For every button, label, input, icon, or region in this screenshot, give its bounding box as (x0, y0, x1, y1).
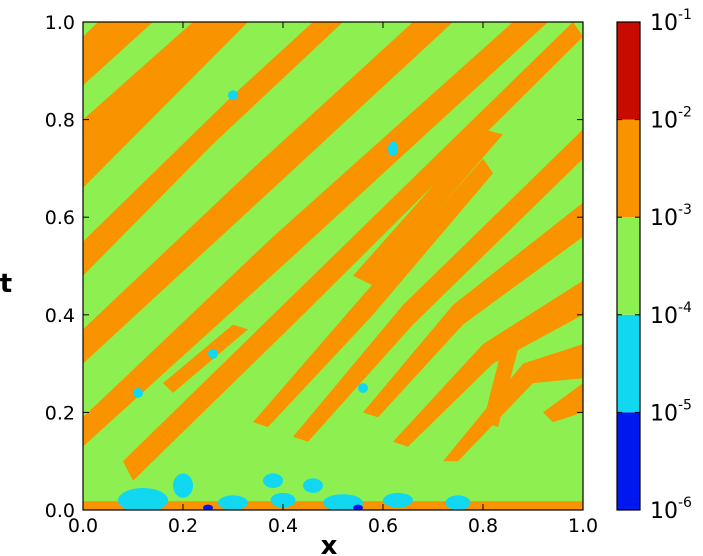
contour-low-region (263, 473, 283, 489)
contour-lowest-region (203, 504, 213, 510)
contour-low-region (358, 383, 368, 393)
contour-low-region (173, 473, 193, 498)
contour-streak (353, 129, 503, 286)
contour-streak (543, 383, 583, 423)
colorbar-band (617, 314, 640, 413)
contour-lowest-region (353, 504, 363, 510)
contour-streak (293, 129, 583, 442)
colorbar-band (617, 22, 640, 120)
contour-streak (363, 202, 583, 418)
contour-low-region (323, 494, 363, 510)
x-axis: 0.0 0.2 0.4 0.6 0.8 1.0 (68, 22, 598, 537)
contour-low-region (383, 492, 413, 508)
contour-low-region (118, 488, 168, 510)
x-tick-label: 0.0 (68, 515, 98, 537)
x-tick-label: 0.2 (168, 515, 198, 537)
y-axis-label: t (0, 269, 12, 299)
contour-streak (443, 344, 583, 462)
x-tick-label: 0.6 (368, 515, 398, 537)
colorbar-band (617, 119, 640, 218)
contour-low-region (388, 141, 398, 157)
x-tick-label: 0.4 (268, 515, 298, 537)
contour-low-region (270, 492, 296, 508)
colorbar-tick-label: 10-4 (650, 300, 692, 329)
contour-low-region (218, 495, 248, 510)
colorbar (616, 21, 641, 511)
y-tick-label: 0.4 (45, 305, 75, 327)
contour-streak (83, 22, 153, 86)
y-tick-label: 0.0 (45, 500, 75, 522)
colorbar-tick-label: 10-6 (650, 495, 692, 524)
y-tick-label: 1.0 (45, 12, 75, 34)
contour-low-regions (118, 90, 471, 510)
x-tick-label: 0.8 (468, 515, 498, 537)
colorbar-tick-label: 10-3 (650, 202, 692, 231)
colorbar-band (617, 217, 640, 315)
contour-streak (83, 22, 453, 364)
y-tick-label: 0.8 (45, 110, 75, 132)
contour-streak (123, 22, 583, 481)
contour-low-region (133, 388, 143, 398)
contour-streak (253, 158, 493, 427)
contour-low-region (208, 348, 218, 359)
plot-frame (82, 21, 584, 511)
y-tick-label: 0.6 (45, 207, 75, 229)
colorbar-tick-label: 10-2 (650, 105, 692, 134)
colorbar-band (617, 412, 640, 510)
contour-low-region (445, 495, 471, 510)
contour-streak (393, 280, 583, 447)
x-tick-label: 1.0 (568, 515, 598, 537)
contour-streak (83, 22, 548, 447)
plot-area (83, 22, 583, 510)
y-tick-label: 0.2 (45, 402, 75, 424)
contour-streak (163, 324, 248, 393)
contour-streak (83, 22, 248, 188)
y-axis: 0.0 0.2 0.4 0.6 0.8 1.0 (45, 12, 583, 522)
contour-streak (483, 344, 518, 427)
contour-low-region (303, 478, 323, 493)
colorbar-tick-label: 10-1 (650, 7, 692, 36)
colorbar-tick-label: 10-5 (650, 397, 692, 426)
x-axis-label: x (321, 531, 338, 556)
colorbar-frame (616, 21, 641, 511)
contour-low-region (228, 90, 238, 101)
